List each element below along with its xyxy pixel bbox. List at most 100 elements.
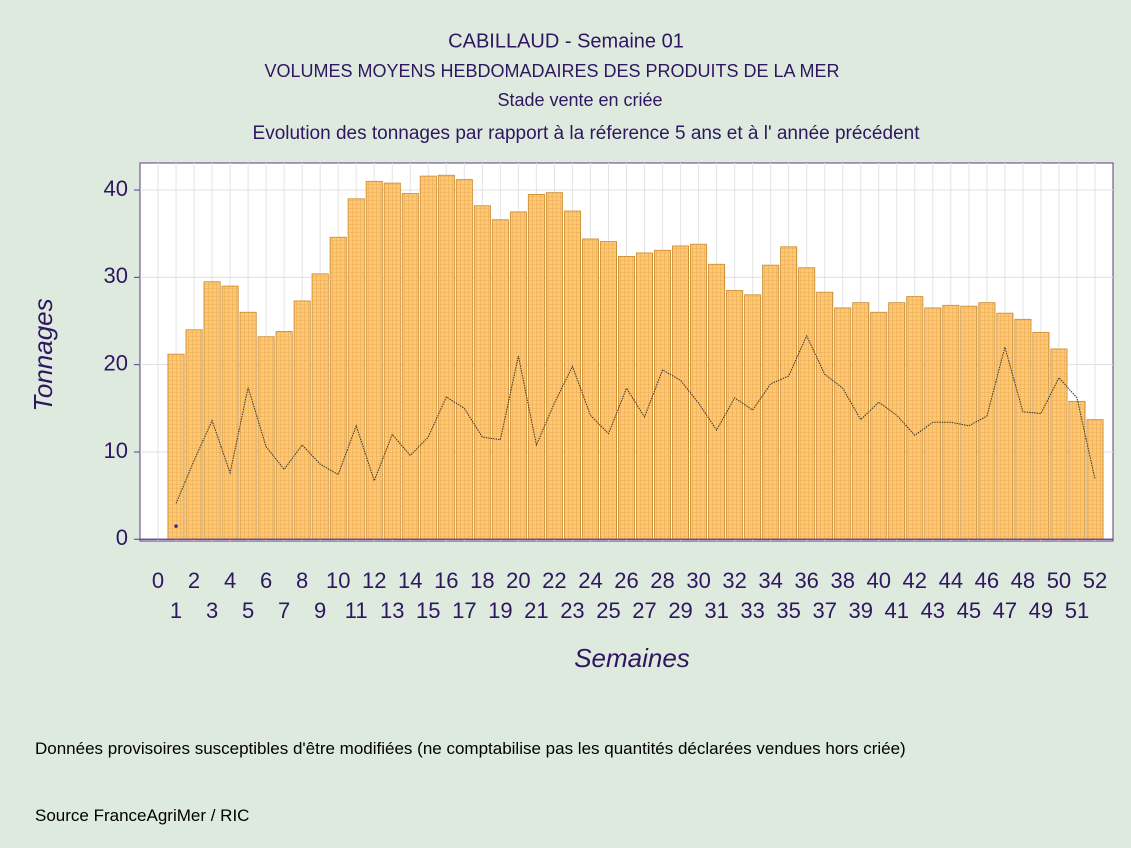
x-tick-label: 48 [1011,568,1035,593]
bar [816,291,834,540]
x-tick-label: 3 [206,598,218,623]
bar [1086,419,1104,540]
x-tick-label: 20 [506,568,530,593]
bar [275,331,293,540]
x-tick-label: 9 [314,598,326,623]
x-tick-label: 0 [152,568,164,593]
x-tick-label: 40 [867,568,891,593]
x-tick-label: 42 [903,568,927,593]
x-tick-label: 5 [242,598,254,623]
x-tick-label: 50 [1047,568,1071,593]
x-tick-label: 7 [278,598,290,623]
bar [329,236,347,540]
x-tick-label: 32 [722,568,746,593]
x-tick-label: 25 [596,598,620,623]
bar [383,182,401,540]
x-tick-label: 46 [975,568,999,593]
bar [401,193,419,540]
x-tick-label: 30 [686,568,710,593]
x-tick-label: 2 [188,568,200,593]
bar [473,205,491,540]
bar [744,294,762,540]
bar [167,353,185,540]
bar [509,211,527,540]
x-tick-label: 44 [939,568,963,593]
bar [672,245,690,540]
bar [599,241,617,540]
bar [527,194,545,540]
y-tick-label: 0 [116,525,128,550]
bar [221,285,239,540]
bar [545,192,563,540]
bar [1032,331,1050,540]
x-tick-label: 1 [170,598,182,623]
bar [906,296,924,540]
bar [437,174,455,540]
bar [311,273,329,540]
bar [239,311,257,540]
x-tick-label: 11 [345,598,368,623]
bar [636,252,654,540]
x-tick-label: 17 [452,598,476,623]
x-tick-label: 27 [632,598,656,623]
x-tick-label: 41 [885,598,909,623]
bar [996,312,1014,540]
y-tick-label: 30 [104,263,128,288]
x-tick-label: 35 [776,598,800,623]
x-tick-label: 8 [296,568,308,593]
x-tick-label: 31 [704,598,728,623]
bar [293,300,311,540]
bar [419,175,437,540]
bar [185,329,203,540]
x-tick-label: 49 [1029,598,1053,623]
x-tick-label: 16 [434,568,458,593]
bar [455,179,473,540]
bar [888,302,906,540]
x-tick-label: 10 [326,568,350,593]
y-tick-label: 10 [104,438,128,463]
x-tick-label: 22 [542,568,566,593]
x-tick-label: 24 [578,568,602,593]
bar [978,302,996,540]
bar [834,307,852,540]
y-tick-label: 40 [104,176,128,201]
bar [654,249,672,540]
x-tick-label: 39 [848,598,872,623]
x-tick-label: 14 [398,568,422,593]
x-tick-label: 43 [921,598,945,623]
bar [563,210,581,540]
x-tick-label: 34 [758,568,782,593]
x-tick-label: 33 [740,598,764,623]
chart-subtitle: Evolution des tonnages par rapport à la … [253,123,921,144]
note: Données provisoires susceptibles d'être … [35,739,906,758]
bar [365,180,383,540]
bar [257,336,275,540]
x-tick-label: 45 [957,598,981,623]
y-tick-label: 20 [104,350,128,375]
y-axis-label: Tonnages [28,298,58,411]
bar [581,238,599,540]
x-tick-label: 18 [470,568,494,593]
x-axis-label: Semaines [574,643,690,673]
bar [780,246,798,540]
bar [852,302,870,540]
bar [203,281,221,540]
x-tick-label: 21 [524,598,548,623]
x-tick-label: 36 [794,568,818,593]
bar [491,219,509,540]
x-tick-label: 47 [993,598,1017,623]
bar [870,311,888,540]
x-tick-label: 38 [830,568,854,593]
x-tick-label: 37 [812,598,836,623]
bar [726,290,744,540]
line [175,334,1096,504]
x-tick-label: 15 [416,598,440,623]
x-tick-label: 26 [614,568,638,593]
bar [798,267,816,540]
bar [690,243,708,540]
x-tick-label: 4 [224,568,236,593]
bar [708,263,726,540]
x-tick-label: 28 [650,568,674,593]
x-tick-label: 52 [1083,568,1107,593]
